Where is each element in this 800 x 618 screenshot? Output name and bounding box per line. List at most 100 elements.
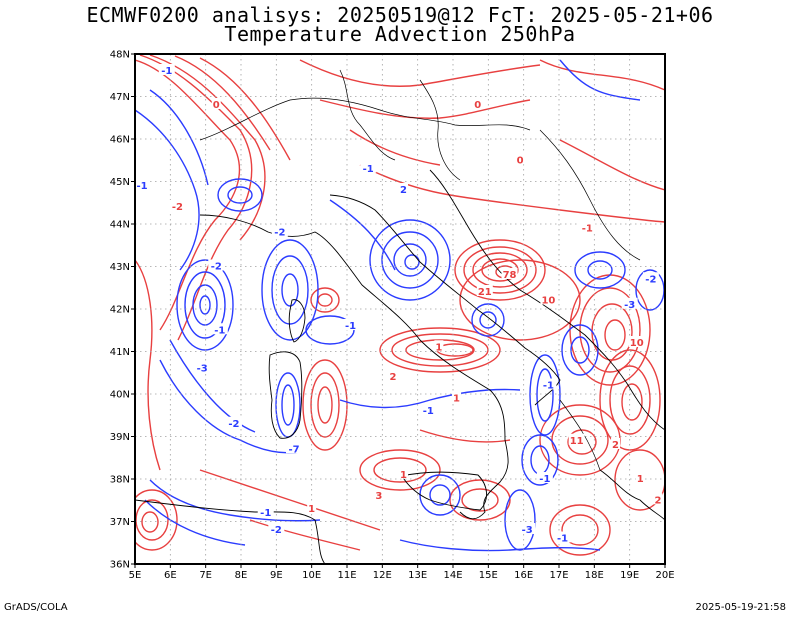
- lat-tick-label: 47N: [110, 92, 130, 103]
- lon-tick-label: 16E: [514, 570, 533, 581]
- lon-tick-label: 12E: [373, 570, 392, 581]
- lat-tick-label: 37N: [110, 517, 130, 528]
- lon-tick-label: 8E: [235, 570, 248, 581]
- positive-contours: [135, 54, 665, 556]
- contour-label-background: [169, 200, 186, 211]
- contour-label-background: [399, 467, 409, 479]
- balkan-coastline: [429, 169, 665, 431]
- inland-border-3: [539, 129, 641, 261]
- contour-label-background: [579, 221, 596, 233]
- contour-label: -1: [582, 223, 593, 234]
- lat-lon-grid: [135, 54, 665, 564]
- contour-label-background: [501, 268, 518, 279]
- lat-tick-label: 48N: [110, 50, 130, 61]
- contour-label-background: [271, 225, 288, 237]
- lat-tick-label: 42N: [110, 305, 130, 316]
- contour-label-background: [374, 489, 384, 500]
- lon-tick-label: 11E: [337, 570, 356, 581]
- contour-label: 1: [453, 393, 460, 404]
- lon-tick-label: 6E: [164, 570, 177, 581]
- lon-tick-label: 15E: [479, 570, 498, 581]
- lat-tick-label: 46N: [110, 135, 130, 146]
- contour-label-background: [536, 472, 553, 483]
- contour-label-background: [519, 523, 536, 534]
- contour-label: -1: [214, 325, 225, 336]
- contour-label: -1: [137, 181, 148, 192]
- contour-label: 0: [517, 155, 524, 166]
- contour-label-background: [211, 98, 221, 109]
- contour-label-background: [554, 531, 571, 543]
- contour-label-background: [257, 506, 274, 517]
- latitude-axis: 48N 47N 46N 45N 44N 43N 42N 41N 40N 39N 38N 37N 36N: [110, 50, 135, 571]
- contour-label-background: [540, 378, 557, 390]
- italy-adriatic-coastline: [329, 194, 561, 406]
- contour-label-background: [208, 259, 225, 271]
- contour-label: 0: [213, 100, 220, 111]
- lat-tick-label: 38N: [110, 475, 130, 486]
- contour-label: 2: [654, 495, 661, 506]
- contour-label: -2: [172, 202, 183, 213]
- contour-label: 10: [630, 338, 644, 349]
- contour-label-background: [568, 433, 585, 445]
- lon-tick-label: 5E: [129, 570, 142, 581]
- contour-label: 1: [435, 342, 442, 353]
- contour-label-background: [360, 161, 377, 173]
- contour-label: -1: [260, 508, 271, 519]
- contour-label-background: [473, 98, 483, 109]
- contour-label: -1: [423, 406, 434, 417]
- contour-label-background: [307, 501, 317, 513]
- contour-label: -1: [543, 381, 554, 392]
- lon-tick-label: 17E: [549, 570, 568, 581]
- contour-label: -3: [522, 525, 533, 536]
- lon-tick-label: 20E: [655, 570, 674, 581]
- lat-tick-label: 45N: [110, 177, 130, 188]
- generation-timestamp: 2025-05-19-21:58: [695, 602, 786, 613]
- contour-label-background: [621, 297, 638, 309]
- temperature-advection-contours: [135, 54, 665, 556]
- contour-label-background: [286, 442, 302, 454]
- contour-label: -7: [288, 444, 299, 455]
- contour-label: 78: [503, 270, 517, 281]
- lon-tick-label: 18E: [585, 570, 604, 581]
- contour-label-background: [211, 323, 228, 335]
- contour-label-background: [388, 370, 398, 381]
- contour-label-background: [434, 340, 444, 352]
- contour-label: -1: [345, 321, 356, 332]
- lat-tick-label: 41N: [110, 347, 130, 358]
- contour-label-background: [420, 404, 437, 415]
- contour-label-background: [268, 523, 285, 534]
- contour-label: 11: [570, 436, 584, 447]
- contour-label-background: [476, 285, 493, 296]
- contour-label: -3: [197, 364, 208, 375]
- italy-peninsula-coastline: [199, 214, 509, 520]
- contour-label-background: [194, 361, 211, 373]
- lon-tick-label: 14E: [443, 570, 462, 581]
- contour-label: 2: [389, 372, 396, 383]
- contour-label-background: [225, 416, 242, 428]
- inland-border-1: [339, 69, 396, 161]
- contour-label-background: [611, 438, 621, 449]
- contour-label: 2: [400, 185, 407, 196]
- contour-label: 0: [474, 100, 481, 111]
- contour-label: 10: [541, 296, 555, 307]
- alps-borders: [199, 97, 531, 141]
- contour-labels: -10 00-12-1-2-2-2781021-310-1-3121-1-2-71…: [135, 64, 663, 545]
- contour-label: -3: [624, 300, 635, 311]
- contour-label-background: [642, 272, 659, 284]
- lon-tick-label: 10E: [302, 570, 321, 581]
- contour-label: 2: [612, 440, 619, 451]
- contour-label: -1: [557, 534, 568, 545]
- contour-label: -2: [271, 525, 282, 536]
- lon-tick-label: 9E: [270, 570, 283, 581]
- coastlines: [135, 69, 665, 564]
- contour-label: -2: [274, 228, 285, 239]
- contour-label: 21: [478, 287, 492, 298]
- contour-label: -2: [211, 262, 222, 273]
- lon-tick-label: 19E: [620, 570, 639, 581]
- greece-coastline: [599, 469, 665, 521]
- corsica-coastline: [288, 299, 306, 343]
- lat-tick-label: 39N: [110, 432, 130, 443]
- inland-border-4: [559, 399, 601, 471]
- contour-label: -1: [161, 66, 172, 77]
